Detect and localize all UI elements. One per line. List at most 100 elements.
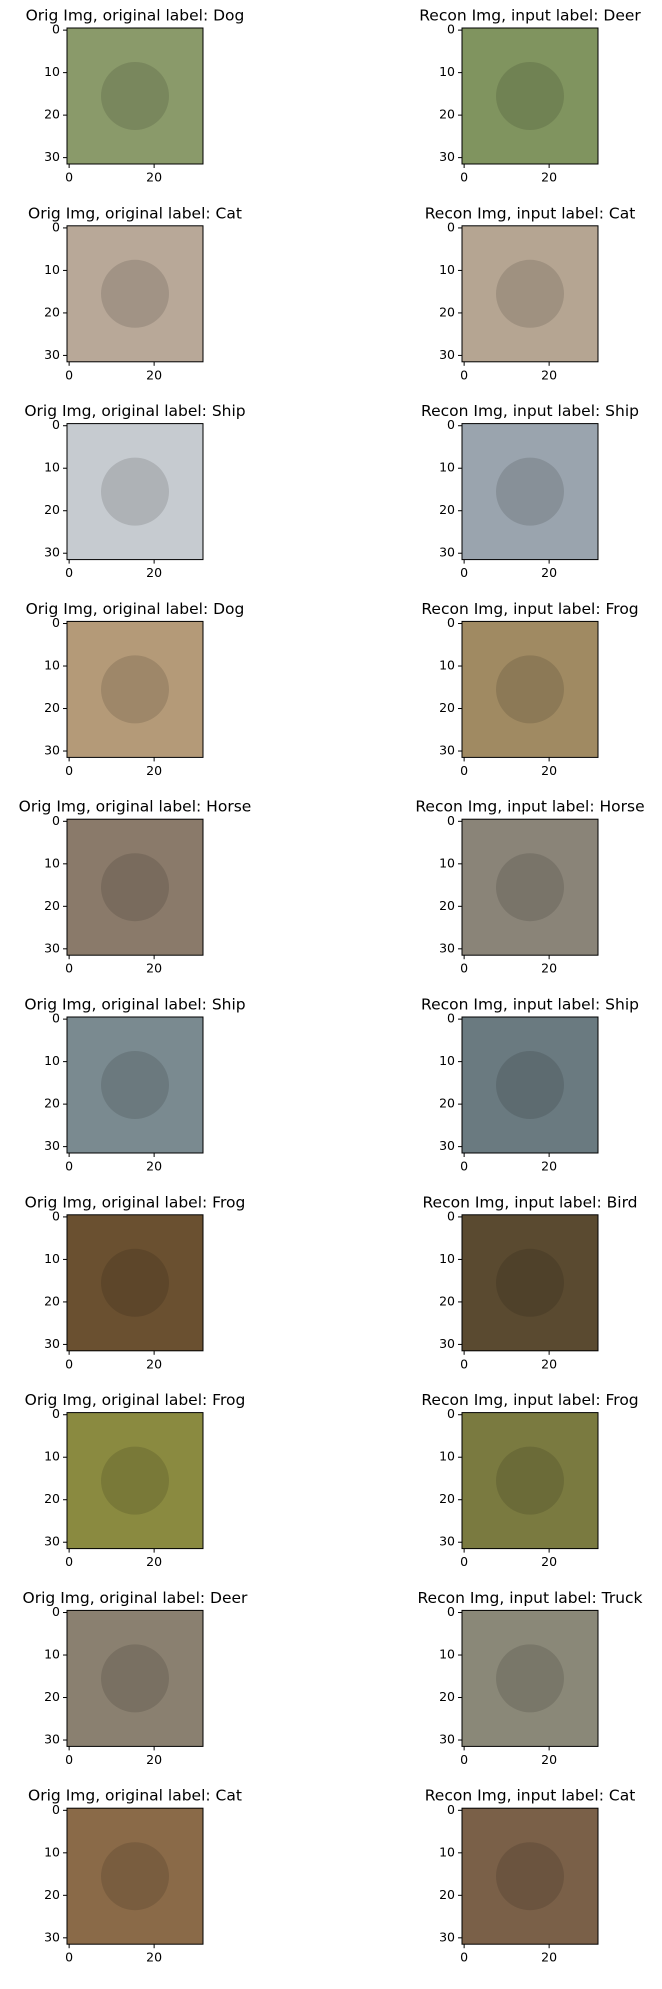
panel-title: Recon Img, input label: Horse (415, 798, 644, 816)
y-tick-label: 30 (44, 1138, 60, 1153)
y-tick-label: 20 (44, 1096, 60, 1111)
axes-frame (66, 818, 204, 956)
x-tick-label: 20 (541, 1159, 557, 1174)
image (67, 28, 203, 164)
image-shade (101, 655, 169, 724)
image-shade (101, 62, 169, 130)
y-tick-label: 0 (447, 219, 455, 234)
panel-title: Orig Img, original label: Deer (23, 1589, 249, 1607)
axes-frame (461, 27, 599, 165)
y-tick-label: 20 (439, 107, 455, 122)
panel-title: Recon Img, input label: Frog (421, 600, 638, 618)
y-tick-label: 30 (439, 149, 455, 164)
x-tick-label: 0 (65, 1356, 73, 1371)
y-tick-label: 30 (44, 940, 60, 955)
x-tick-label: 0 (460, 170, 468, 185)
axes-frame (66, 1214, 204, 1352)
y-tick-label: 30 (439, 743, 455, 758)
image (462, 1808, 598, 1945)
panel-title: Recon Img, input label: Deer (419, 7, 641, 25)
x-tick-label: 0 (460, 367, 468, 382)
x-tick-label: 20 (541, 565, 557, 580)
y-tick-label: 0 (447, 615, 455, 630)
x-tick-label: 0 (460, 565, 468, 580)
image (462, 28, 598, 164)
y-tick-label: 30 (44, 347, 60, 362)
x-tick-label: 20 (541, 961, 557, 976)
y-tick-label: 10 (44, 855, 60, 870)
y-tick-label: 10 (44, 262, 60, 277)
image (67, 819, 203, 956)
x-tick-label: 20 (146, 1159, 162, 1174)
x-tick-label: 20 (146, 763, 162, 778)
image-shade (101, 1446, 169, 1515)
x-tick-label: 20 (146, 1554, 162, 1569)
x-tick-label: 0 (460, 1159, 468, 1174)
y-tick-label: 20 (44, 1689, 60, 1704)
y-tick-label: 20 (439, 700, 455, 715)
x-tick-label: 0 (65, 565, 73, 580)
y-tick-label: 0 (447, 1802, 455, 1817)
x-tick-label: 0 (65, 1159, 73, 1174)
y-tick-label: 30 (44, 743, 60, 758)
y-tick-label: 0 (52, 1208, 60, 1223)
y-tick-label: 0 (447, 813, 455, 828)
y-tick-label: 30 (44, 149, 60, 164)
y-tick-label: 10 (44, 1053, 60, 1068)
image-shade (496, 1446, 564, 1515)
y-tick-label: 10 (439, 1053, 455, 1068)
x-tick-label: 0 (65, 367, 73, 382)
y-tick-label: 10 (44, 1449, 60, 1464)
y-tick-label: 10 (44, 460, 60, 475)
image (462, 1610, 598, 1747)
panel-title: Orig Img, original label: Dog (26, 7, 245, 25)
x-tick-label: 0 (460, 763, 468, 778)
image (462, 1214, 598, 1351)
y-tick-label: 20 (44, 107, 60, 122)
image-shade (101, 1051, 169, 1119)
axes-frame (461, 620, 599, 758)
y-tick-label: 10 (439, 1251, 455, 1266)
image (67, 1017, 203, 1153)
axes-frame (461, 1214, 599, 1352)
image (67, 1214, 203, 1351)
axes-frame (66, 1412, 204, 1550)
image-shade (101, 1644, 169, 1713)
image-shade (101, 1842, 169, 1911)
image-shade (496, 1644, 564, 1713)
panel-title: Orig Img, original label: Dog (26, 600, 245, 618)
image-shade (101, 457, 169, 526)
y-tick-label: 0 (52, 22, 60, 37)
axes-frame (66, 225, 204, 363)
y-tick-label: 0 (52, 219, 60, 234)
y-tick-label: 10 (439, 855, 455, 870)
x-tick-label: 20 (146, 565, 162, 580)
y-tick-label: 30 (439, 545, 455, 560)
x-tick-label: 0 (460, 961, 468, 976)
y-tick-label: 30 (439, 940, 455, 955)
y-tick-label: 20 (439, 304, 455, 319)
y-tick-label: 0 (447, 1406, 455, 1421)
y-tick-label: 20 (439, 1887, 455, 1902)
x-tick-label: 0 (460, 1356, 468, 1371)
panel-title: Recon Img, input label: Frog (421, 1391, 638, 1409)
x-tick-label: 0 (65, 170, 73, 185)
y-tick-label: 30 (439, 347, 455, 362)
y-tick-label: 30 (439, 1138, 455, 1153)
x-tick-label: 20 (541, 1356, 557, 1371)
image-shade (496, 457, 564, 526)
x-tick-label: 20 (146, 1356, 162, 1371)
x-tick-label: 0 (65, 1752, 73, 1767)
y-tick-label: 10 (439, 460, 455, 475)
image-shade (496, 1842, 564, 1911)
image-shade (496, 1051, 564, 1119)
image (462, 819, 598, 956)
x-tick-label: 20 (146, 170, 162, 185)
image-shade (101, 259, 169, 328)
x-tick-label: 0 (65, 1950, 73, 1965)
x-tick-label: 0 (65, 763, 73, 778)
y-tick-label: 10 (44, 1251, 60, 1266)
axes-frame (461, 1412, 599, 1550)
x-tick-label: 20 (541, 763, 557, 778)
